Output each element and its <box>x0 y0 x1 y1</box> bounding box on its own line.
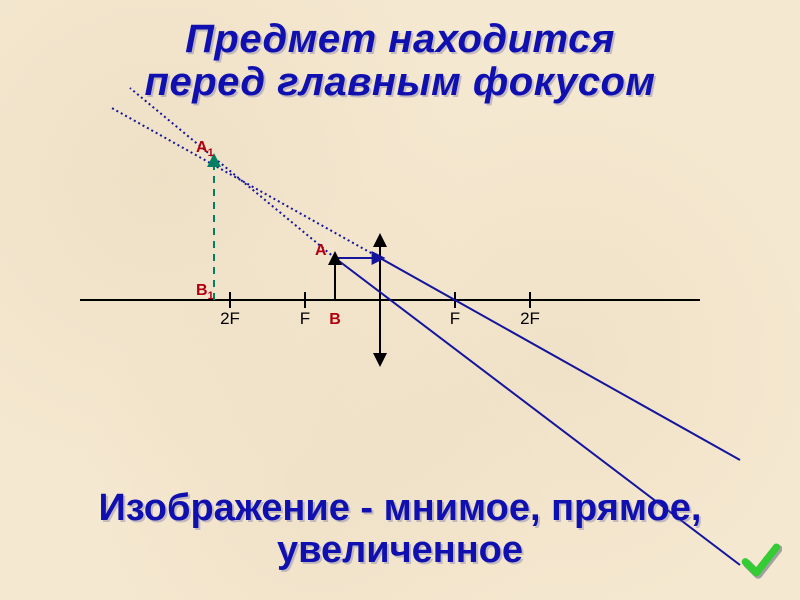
tick-label-f-right: F <box>450 309 460 328</box>
caption-line-1: Изображение - мнимое, прямое, <box>0 487 800 530</box>
tick-label-f-left: F <box>300 309 310 328</box>
tick-label-2f-right: 2F <box>520 309 540 328</box>
ray-center-virtual <box>130 88 335 258</box>
checkmark-icon <box>738 538 782 582</box>
caption-line-2: увеличенное <box>0 529 800 572</box>
ray-refracted-virtual <box>110 107 380 258</box>
label-a1: A1 <box>196 139 214 159</box>
caption-block: Изображение - мнимое, прямое, увеличенно… <box>0 487 800 572</box>
label-a: A <box>315 242 327 259</box>
label-b: B <box>329 311 341 328</box>
tick-label-2f-left: 2F <box>220 309 240 328</box>
